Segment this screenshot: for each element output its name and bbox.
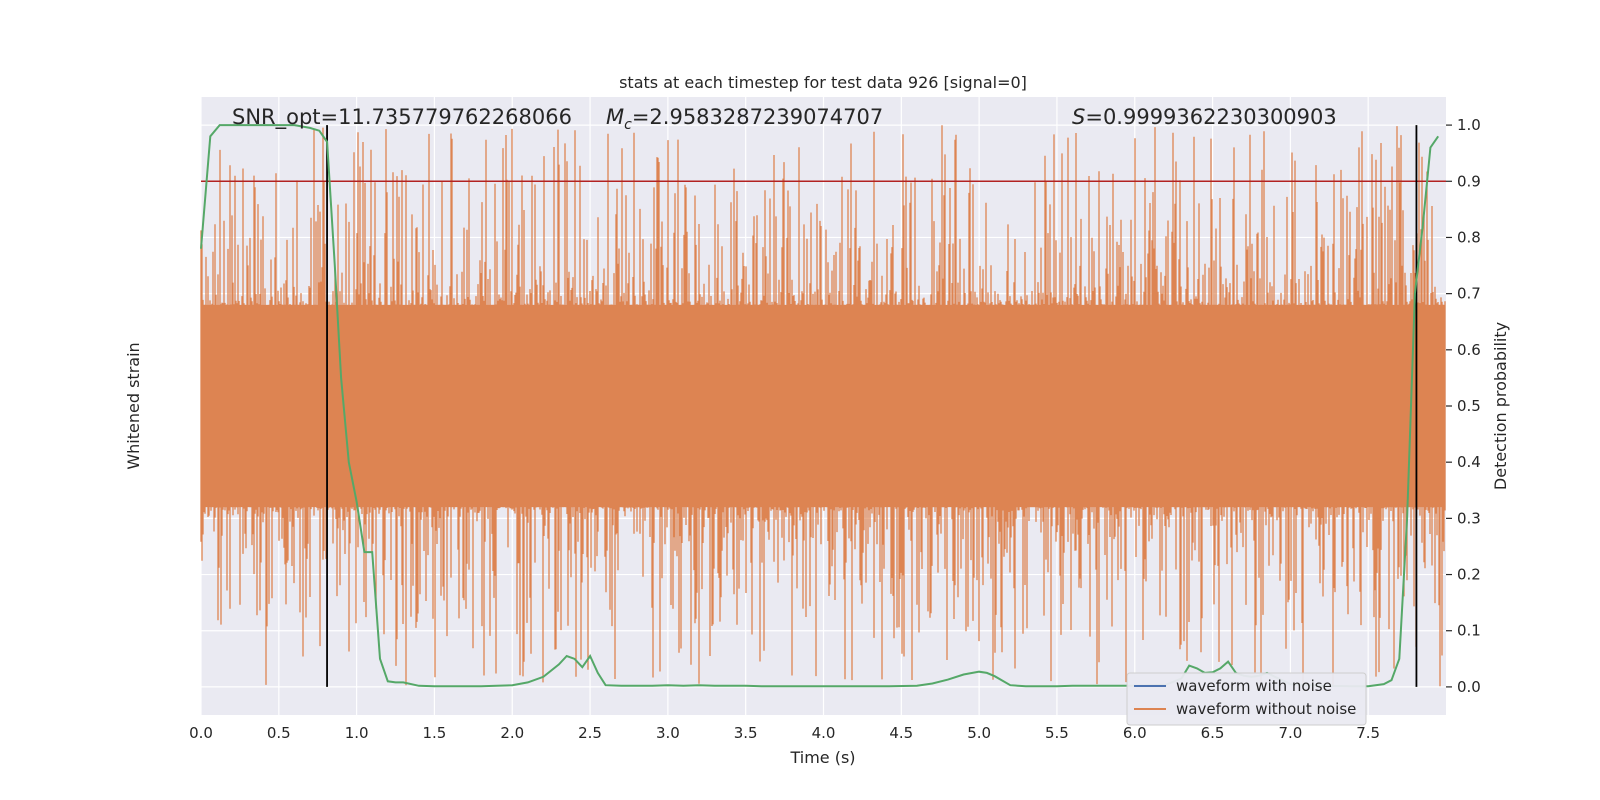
y-left-axis-label: Whitened strain (124, 342, 143, 469)
x-axis-label: Time (s) (789, 748, 855, 767)
y-tick-label: 0.2 (1457, 566, 1481, 584)
y-tick-label: 0.4 (1457, 453, 1481, 471)
x-tick-label: 4.5 (889, 724, 913, 742)
legend-label-with-noise: waveform with noise (1176, 677, 1332, 695)
chirp-mass-symbol: M (606, 105, 624, 129)
x-tick-label: 3.5 (734, 724, 758, 742)
y-tick-label: 0.7 (1457, 285, 1481, 303)
y-tick-label: 0.0 (1457, 678, 1481, 696)
x-tick-label: 5.5 (1045, 724, 1069, 742)
waveform-without-noise-line (200, 125, 1446, 687)
y-tick-label: 0.1 (1457, 622, 1481, 640)
x-axis-ticks: 0.0 0.5 1.0 1.5 2.0 2.5 3.0 3.5 4.0 4.5 5.0 5.5 6.0 6… (189, 724, 1380, 742)
chirp-mass-annotation: Mc=2.9583287239074707 (606, 105, 883, 133)
legend: waveform with noise waveform without noi… (1126, 672, 1367, 726)
x-tick-label: 0.0 (189, 724, 213, 742)
x-tick-label: 3.0 (656, 724, 680, 742)
x-tick-label: 0.5 (267, 724, 291, 742)
x-tick-label: 5.0 (967, 724, 991, 742)
vertical-markers (326, 125, 1418, 687)
x-tick-label: 1.5 (423, 724, 447, 742)
y-tick-label: 0.3 (1457, 509, 1481, 527)
legend-box (1126, 672, 1367, 726)
x-tick-label: 6.5 (1201, 724, 1225, 742)
y-tick-label: 0.8 (1457, 228, 1481, 246)
x-tick-label: 4.0 (812, 724, 836, 742)
chirp-mass-value: =2.9583287239074707 (632, 105, 883, 129)
chirp-mass-subscript: c (624, 117, 632, 133)
s-symbol: S (1072, 105, 1085, 129)
x-tick-label: 7.0 (1278, 724, 1302, 742)
x-tick-label: 7.5 (1356, 724, 1380, 742)
y-tick-label: 0.6 (1457, 341, 1481, 359)
x-tick-label: 2.0 (500, 724, 524, 742)
s-annotation: S=0.9999362230300903 (1072, 105, 1337, 129)
chart-title: stats at each timestep for test data 926… (619, 73, 1027, 92)
x-tick-label: 6.0 (1123, 724, 1147, 742)
x-tick-label: 1.0 (345, 724, 369, 742)
s-value: =0.9999362230300903 (1085, 105, 1336, 129)
y-tick-label: 1.0 (1457, 116, 1481, 134)
y-tick-label: 0.9 (1457, 172, 1481, 190)
legend-label-without-noise: waveform without noise (1176, 700, 1356, 718)
y-tick-label: 0.5 (1457, 397, 1481, 415)
waveform-without-noise-band (200, 125, 1446, 687)
x-tick-label: 2.5 (578, 724, 602, 742)
y-right-axis-ticks: 0.0 0.1 0.2 0.3 0.4 0.5 0.6 0.7 0.8 0.9 1.0 (1446, 116, 1481, 696)
y-right-axis-label: Detection probability (1491, 322, 1510, 490)
snr-annotation: SNR_opt=11.735779762268066 (232, 105, 572, 130)
